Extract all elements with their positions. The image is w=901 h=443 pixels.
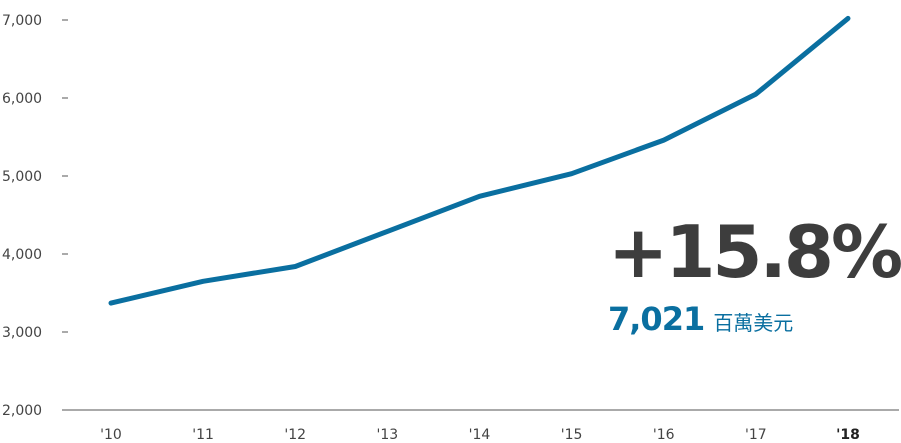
- x-tick-label: '18: [836, 427, 860, 443]
- latest-value-number: 7,021: [608, 300, 705, 338]
- y-axis: 2,000 3,000 4,000 5,000 6,000 7,000: [2, 13, 68, 419]
- x-tick-label: '16: [653, 427, 675, 443]
- y-tick-label: 3,000: [2, 325, 42, 341]
- x-tick-label: '17: [745, 427, 767, 443]
- x-tick-label: '14: [469, 427, 491, 443]
- latest-value: 7,021 百萬美元: [608, 300, 888, 338]
- x-tick-label: '12: [284, 427, 306, 443]
- y-tick-label: 5,000: [2, 169, 42, 185]
- latest-value-unit: 百萬美元: [713, 311, 794, 335]
- callout: +15.8% 7,021 百萬美元: [608, 210, 901, 338]
- x-tick-label: '11: [192, 427, 214, 443]
- x-tick-label: '10: [100, 427, 122, 443]
- y-tick-label: 2,000: [2, 403, 42, 419]
- x-tick-label: '13: [377, 427, 399, 443]
- growth-percentage: +15.8%: [608, 210, 901, 294]
- x-axis: '10 '11 '12 '13 '14 '15 '16 '17 '18: [100, 427, 860, 443]
- y-tick-label: 7,000: [2, 13, 42, 29]
- series-line: [108, 15, 851, 306]
- y-tick-label: 6,000: [2, 91, 42, 107]
- x-tick-label: '15: [561, 427, 583, 443]
- y-tick-label: 4,000: [2, 247, 42, 263]
